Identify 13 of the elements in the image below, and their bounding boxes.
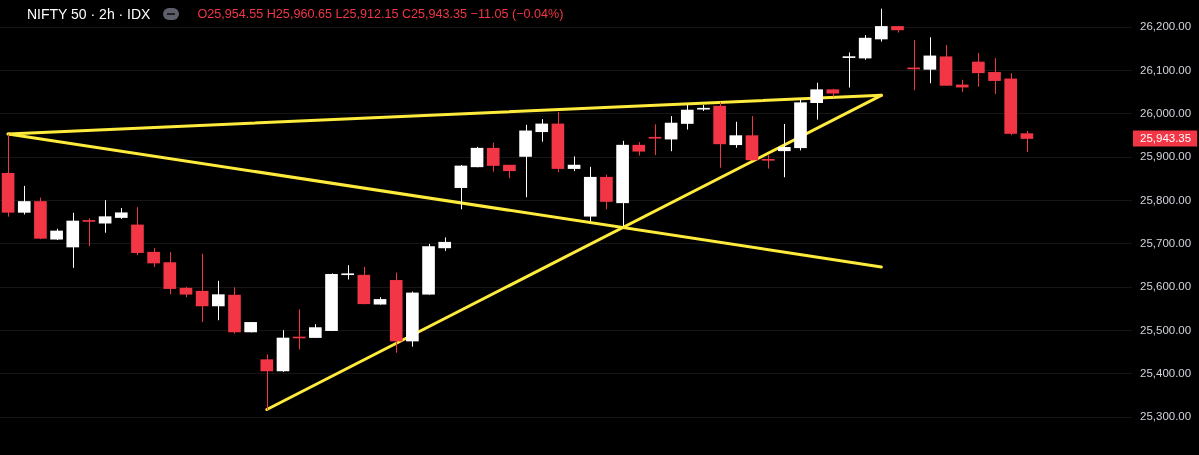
y-tick-label: 25,600.00 — [1140, 280, 1192, 293]
y-tick-label: 25,400.00 — [1140, 367, 1192, 380]
y-tick-label: 25,900.00 — [1140, 150, 1192, 163]
text: NIFTY 50 · 2h · IDX — [27, 6, 151, 22]
y-tick-label: 25,300.00 — [1140, 410, 1192, 423]
text: 25,943.35 — [1140, 132, 1192, 145]
y-tick-label: 25,500.00 — [1140, 323, 1192, 336]
y-tick-label: 26,200.00 — [1140, 20, 1192, 33]
text: O25,954.55 H25,960.65 L25,912.15 C25,943.35 −11.05 (−0.04%) — [197, 7, 564, 21]
y-tick-label: 25,800.00 — [1140, 193, 1192, 206]
y-tick-label: 26,100.00 — [1140, 63, 1192, 76]
y-tick-label: 25,700.00 — [1140, 237, 1192, 250]
y-tick-label: 26,000.00 — [1140, 107, 1192, 120]
